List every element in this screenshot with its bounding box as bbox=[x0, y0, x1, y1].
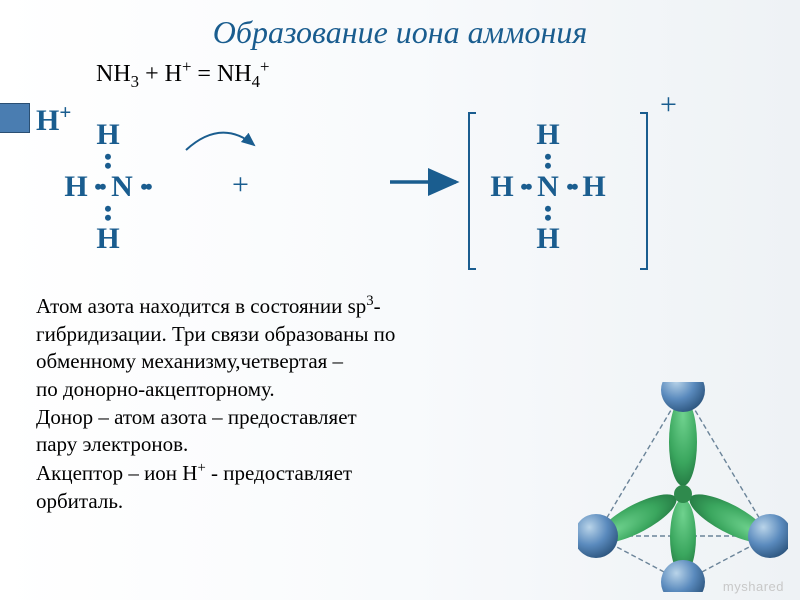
vacant-orbital-icon bbox=[0, 103, 30, 133]
nh4-lewis: H •• H •• N •• H •• H bbox=[488, 118, 608, 256]
bond-dots: •• bbox=[516, 181, 534, 193]
atom-h-bottom: H bbox=[94, 222, 122, 256]
page-title: Образование иона аммония bbox=[36, 14, 764, 51]
description-text: Атом азота находится в состоянии sp3- ги… bbox=[36, 292, 556, 516]
body-line: Акцептор – ион Н+ - предоставляет bbox=[36, 459, 556, 488]
bracket-right bbox=[640, 112, 648, 270]
bracket-left bbox=[468, 112, 476, 270]
lewis-diagram-row: H •• H •• N •• •• H + H+ bbox=[36, 100, 764, 290]
watermark: myshared bbox=[723, 579, 784, 594]
bond-dots: •• bbox=[542, 152, 554, 170]
body-line: обменному механизму,четвертая – bbox=[36, 348, 556, 376]
atom-h-right: H bbox=[580, 170, 608, 204]
atom-n: N bbox=[534, 170, 562, 204]
sphere-icon bbox=[661, 560, 705, 592]
bond-dots: •• bbox=[562, 181, 580, 193]
body-line: пару электронов. bbox=[36, 431, 556, 459]
bond-dots: •• bbox=[542, 204, 554, 222]
sphere-icon bbox=[661, 382, 705, 412]
body-line: гибридизации. Три связи образованы по bbox=[36, 321, 556, 349]
body-line: орбиталь. bbox=[36, 488, 556, 516]
charge-plus: + bbox=[660, 88, 677, 122]
atom-h-bottom: H bbox=[534, 222, 562, 256]
body-line: Атом азота находится в состоянии sp3- bbox=[36, 292, 556, 321]
body-line: Донор – атом азота – предоставляет bbox=[36, 404, 556, 432]
reaction-arrow-icon bbox=[36, 100, 466, 220]
atom-h-left: H bbox=[488, 170, 516, 204]
reaction-equation: NH3 + H+ = NH4+ bbox=[96, 57, 764, 92]
tetrahedron-diagram bbox=[578, 382, 788, 592]
body-line: по донорно-акцепторному. bbox=[36, 376, 556, 404]
